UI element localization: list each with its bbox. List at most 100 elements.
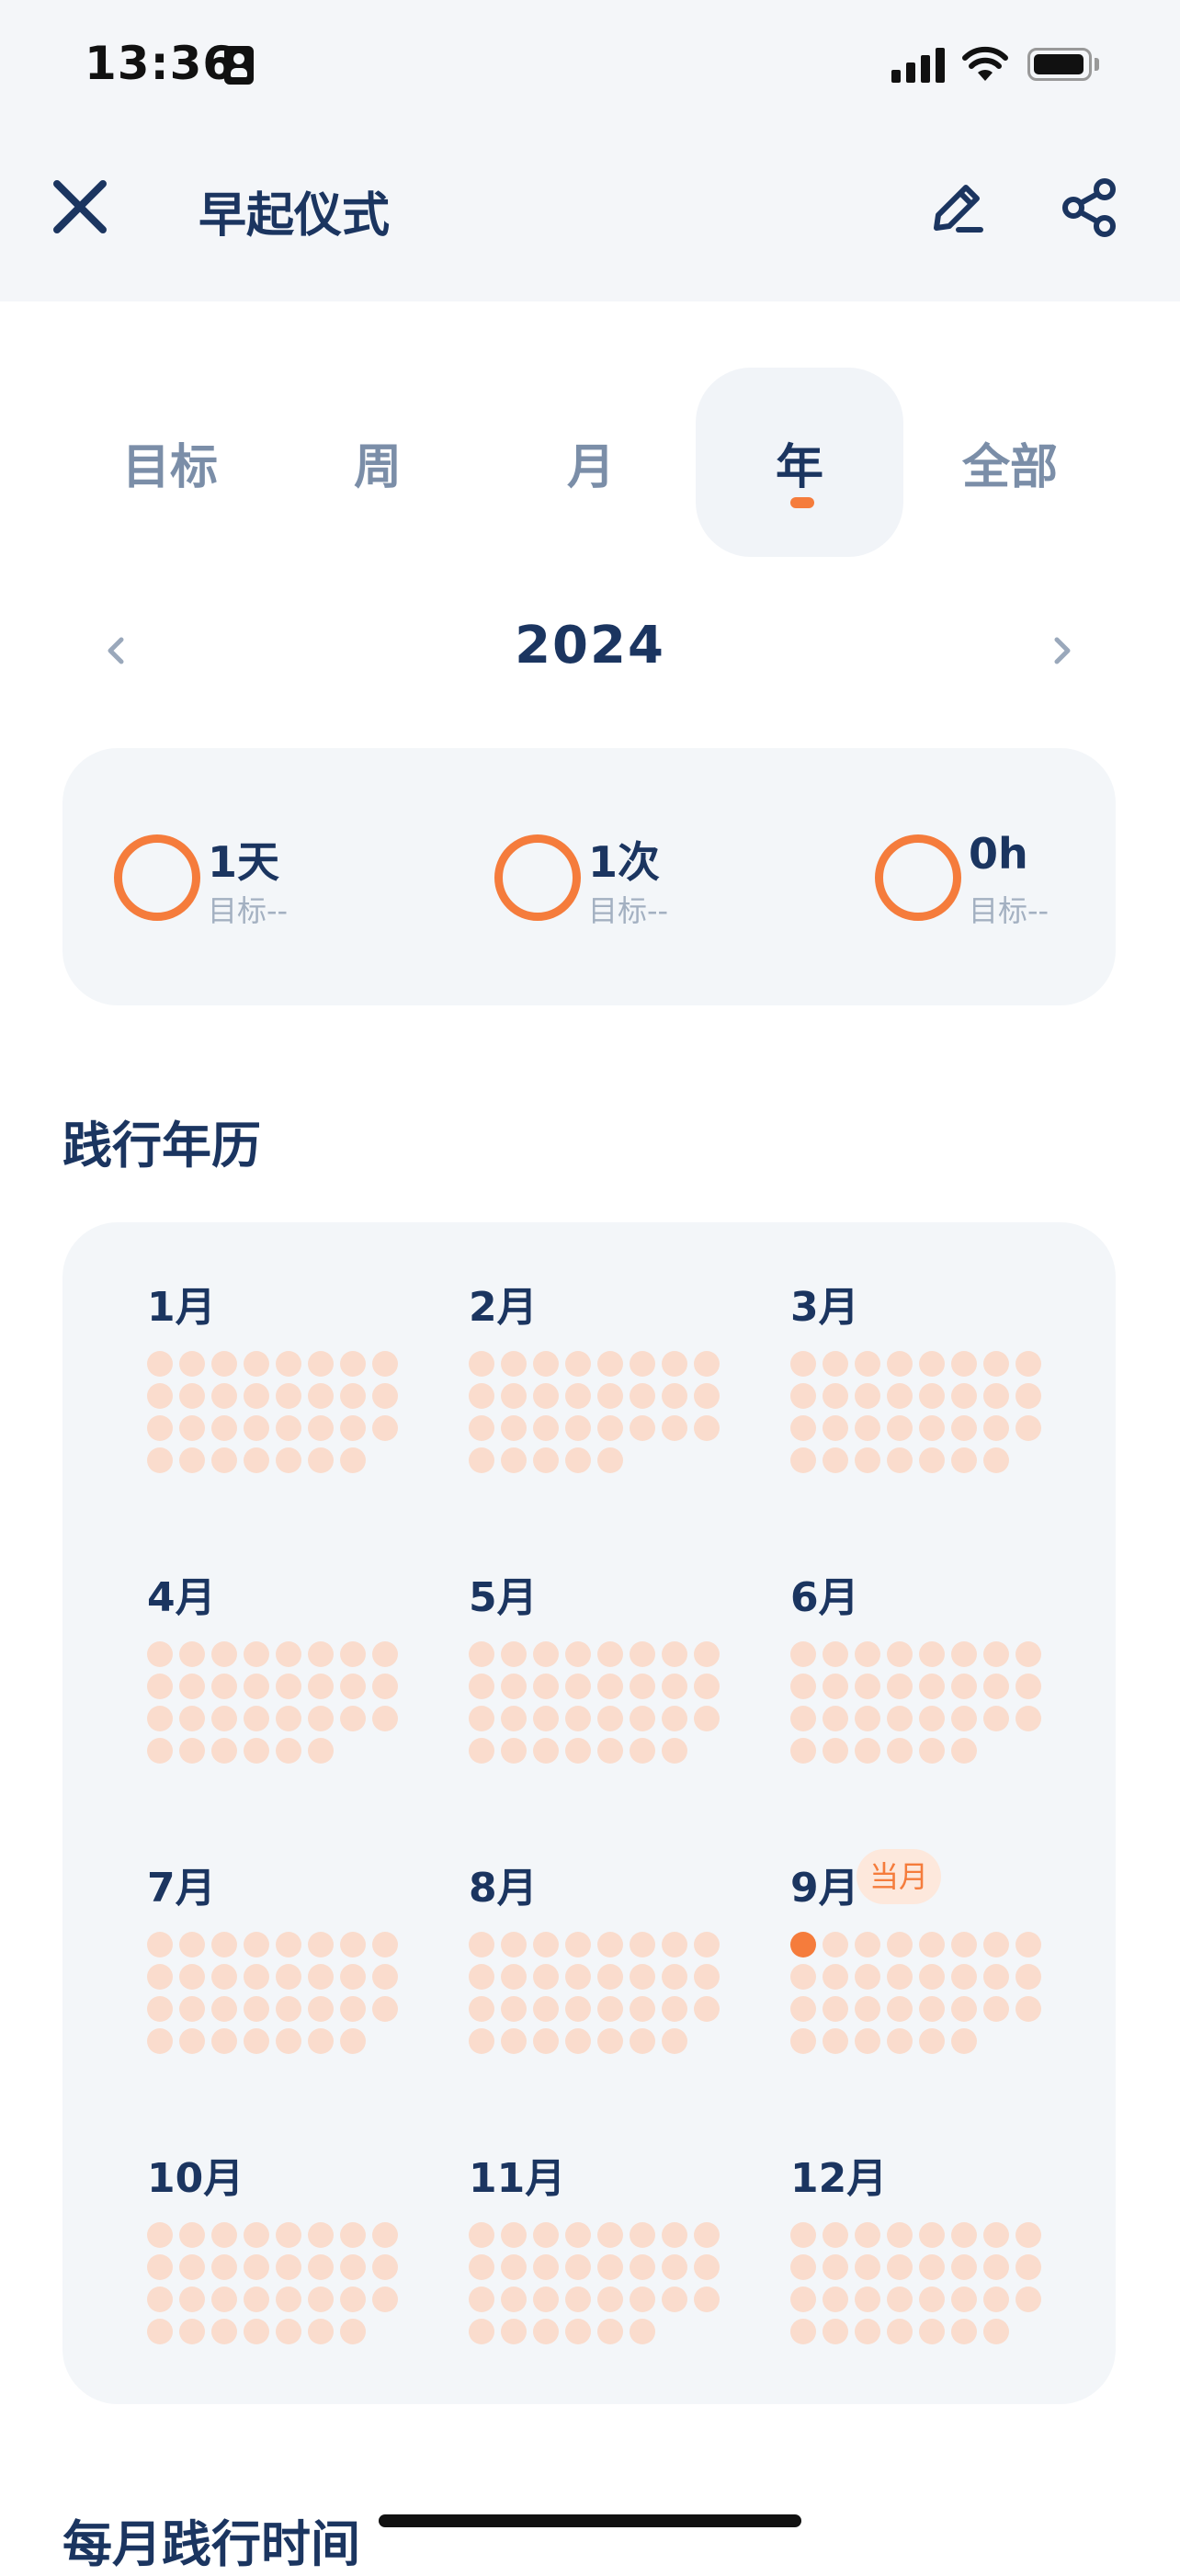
day-dot	[244, 1415, 269, 1441]
tab-all[interactable]: 全部	[961, 439, 1058, 495]
day-dot	[855, 2319, 880, 2344]
day-dot	[469, 2222, 494, 2248]
tab-year[interactable]: 年	[696, 368, 903, 557]
day-dot	[276, 2254, 301, 2280]
day-dot	[147, 1932, 173, 1958]
day-dot	[919, 1706, 945, 1731]
month-block[interactable]: 3月	[706, 1222, 1041, 1473]
day-dot	[211, 1674, 237, 1699]
month-block[interactable]: 4月	[62, 1513, 398, 1764]
month-block[interactable]: 9月 当月	[706, 1803, 1041, 2054]
month-block[interactable]: 2月	[384, 1222, 720, 1473]
day-dot	[983, 2222, 1009, 2248]
day-dot	[694, 1383, 720, 1409]
day-dot	[597, 1996, 623, 2022]
day-dot	[179, 1932, 205, 1958]
day-dot	[372, 1415, 398, 1441]
month-block[interactable]: 8月	[384, 1803, 720, 2054]
day-dot	[855, 1706, 880, 1731]
month-label: 9月	[790, 1865, 859, 1912]
day-dot	[244, 1964, 269, 1990]
year-calendar: 1月 2月 3月 4月 5月 6月 7月 8月 9月 当月 10月 11月 12月	[62, 1222, 1116, 2404]
day-dot	[340, 1383, 366, 1409]
month-block[interactable]: 10月	[62, 2094, 398, 2344]
day-dot	[244, 2287, 269, 2312]
day-dot	[244, 1351, 269, 1377]
day-dot	[983, 1996, 1009, 2022]
day-dot	[501, 1674, 527, 1699]
day-dot	[211, 1706, 237, 1731]
day-dot	[1015, 2222, 1041, 2248]
day-dot	[887, 1641, 913, 1667]
day-dot	[372, 1641, 398, 1667]
month-block[interactable]: 5月	[384, 1513, 720, 1764]
day-dot	[919, 2319, 945, 2344]
day-dot	[919, 1447, 945, 1473]
day-dot	[823, 1641, 848, 1667]
day-dot	[855, 2028, 880, 2054]
day-dot	[983, 1447, 1009, 1473]
tab-week[interactable]: 周	[353, 439, 402, 495]
day-dot	[823, 1415, 848, 1441]
day-dot	[855, 1932, 880, 1958]
cellular-signal-icon	[891, 46, 948, 83]
day-dot	[790, 2222, 816, 2248]
day-dot	[919, 1674, 945, 1699]
day-dot	[340, 1706, 366, 1731]
share-icon[interactable]	[1057, 175, 1123, 241]
day-dot	[244, 2028, 269, 2054]
day-dot	[469, 1415, 494, 1441]
day-dot	[694, 1674, 720, 1699]
month-block[interactable]: 7月	[62, 1803, 398, 2054]
month-block[interactable]: 1月	[62, 1222, 398, 1473]
tab-month[interactable]: 月	[566, 439, 615, 495]
day-dot	[983, 1964, 1009, 1990]
day-dot	[340, 1964, 366, 1990]
day-dot	[147, 1415, 173, 1441]
day-dot	[951, 1996, 977, 2022]
day-dot	[662, 1706, 687, 1731]
edit-pencil-icon[interactable]	[924, 175, 990, 241]
day-dot	[983, 1674, 1009, 1699]
day-dot	[630, 1738, 655, 1764]
month-block[interactable]: 11月	[384, 2094, 720, 2344]
day-dot	[469, 2254, 494, 2280]
day-dot	[855, 1447, 880, 1473]
month-block[interactable]: 6月	[706, 1513, 1041, 1764]
chevron-right-icon[interactable]	[1038, 625, 1084, 676]
day-dot	[533, 1447, 559, 1473]
day-dot	[501, 1706, 527, 1731]
month-block[interactable]: 12月	[706, 2094, 1041, 2344]
day-dot	[951, 1641, 977, 1667]
day-dot	[855, 1738, 880, 1764]
day-dot	[951, 2287, 977, 2312]
day-dot	[790, 2287, 816, 2312]
close-icon[interactable]	[48, 175, 112, 239]
chevron-left-icon[interactable]	[94, 625, 140, 676]
day-dot	[951, 1351, 977, 1377]
day-dot	[565, 1351, 591, 1377]
day-dot	[1015, 1641, 1041, 1667]
day-dot	[951, 1383, 977, 1409]
day-dot	[951, 1964, 977, 1990]
day-dot	[340, 1351, 366, 1377]
day-dot	[211, 1996, 237, 2022]
day-dot	[340, 1641, 366, 1667]
day-dot	[887, 1674, 913, 1699]
day-dot	[790, 1706, 816, 1731]
day-dot	[501, 1415, 527, 1441]
day-dot	[179, 1447, 205, 1473]
day-dot	[276, 1641, 301, 1667]
day-dot	[630, 2287, 655, 2312]
tab-goal[interactable]: 目标	[121, 439, 218, 495]
day-dot	[308, 1674, 334, 1699]
day-dot	[276, 2222, 301, 2248]
day-dot	[565, 1996, 591, 2022]
day-dot	[694, 1706, 720, 1731]
day-dot	[983, 1351, 1009, 1377]
day-dot	[308, 1738, 334, 1764]
day-dot	[308, 1964, 334, 1990]
contact-card-icon	[224, 46, 254, 85]
day-dot	[276, 1674, 301, 1699]
day-dot	[340, 1415, 366, 1441]
